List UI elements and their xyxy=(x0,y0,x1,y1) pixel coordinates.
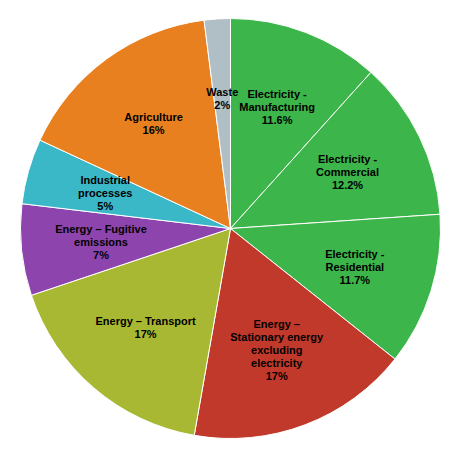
svg-text:Energy – Fugitiveemissions7%: Energy – Fugitiveemissions7% xyxy=(55,223,147,261)
svg-text:Waste2%: Waste2% xyxy=(206,86,238,111)
svg-text:Energy –Stationary energyexclu: Energy –Stationary energyexcludingelectr… xyxy=(230,318,324,382)
svg-text:Electricity -Manufacturing11.6: Electricity -Manufacturing11.6% xyxy=(239,88,315,126)
svg-text:Energy – Transport17%: Energy – Transport17% xyxy=(95,315,196,340)
svg-text:Agriculture16%: Agriculture16% xyxy=(124,111,183,136)
svg-text:Electricity -Residential11.7%: Electricity -Residential11.7% xyxy=(325,248,385,286)
svg-text:Industrialprocesses5%: Industrialprocesses5% xyxy=(78,174,132,212)
svg-text:Electricity -Commercial12.2%: Electricity -Commercial12.2% xyxy=(316,153,379,191)
